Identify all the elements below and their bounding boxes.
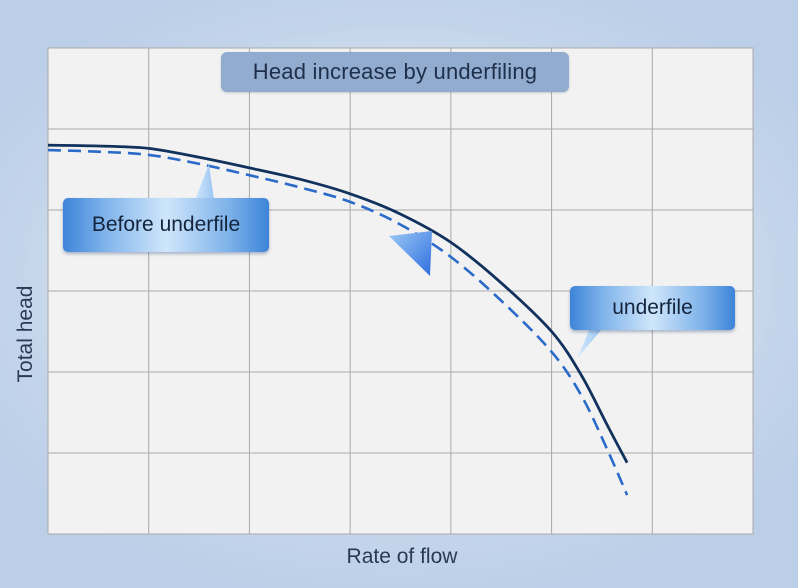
series-before-underfile-line bbox=[47, 148, 629, 496]
x-axis-label: Rate of flow bbox=[346, 545, 458, 568]
y-axis-label: Total head bbox=[14, 285, 37, 383]
callout-before-tail bbox=[195, 164, 214, 200]
callout-underfile: underfile bbox=[570, 286, 735, 330]
series-group bbox=[47, 143, 629, 496]
chart-title: Head increase by underfiling bbox=[221, 52, 569, 92]
series-underfile-line bbox=[47, 143, 629, 464]
callout-before-underfile: Before underfile bbox=[63, 198, 269, 252]
callout-underfile-tail bbox=[578, 328, 603, 357]
direction-arrow bbox=[389, 231, 432, 276]
